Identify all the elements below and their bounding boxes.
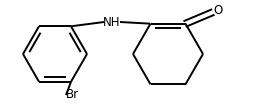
Text: O: O [213,3,223,17]
Text: Br: Br [66,88,79,102]
Text: NH: NH [103,16,121,29]
